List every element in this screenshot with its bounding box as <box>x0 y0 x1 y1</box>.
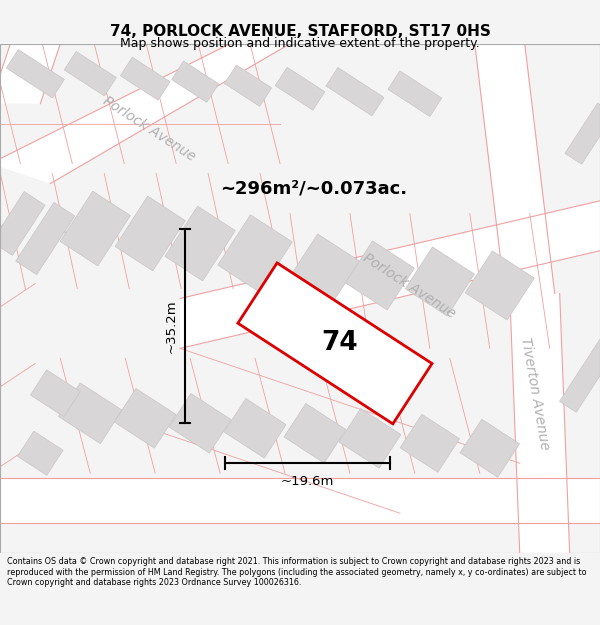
Text: Porlock Avenue: Porlock Avenue <box>100 94 198 164</box>
Polygon shape <box>275 68 325 110</box>
Polygon shape <box>290 234 359 303</box>
Polygon shape <box>165 206 235 281</box>
Polygon shape <box>346 241 415 310</box>
Polygon shape <box>172 61 219 102</box>
Polygon shape <box>58 383 122 444</box>
Polygon shape <box>475 44 554 294</box>
Polygon shape <box>0 44 290 184</box>
Polygon shape <box>224 399 286 458</box>
Polygon shape <box>388 71 442 116</box>
Polygon shape <box>0 192 45 256</box>
Polygon shape <box>560 334 600 412</box>
Polygon shape <box>115 196 185 271</box>
Polygon shape <box>510 294 569 553</box>
Polygon shape <box>224 65 272 106</box>
Text: Porlock Avenue: Porlock Avenue <box>360 251 457 321</box>
Polygon shape <box>565 103 600 164</box>
Polygon shape <box>400 414 460 472</box>
Polygon shape <box>31 370 80 417</box>
Polygon shape <box>169 394 231 453</box>
Polygon shape <box>465 251 534 320</box>
Polygon shape <box>326 68 384 116</box>
Polygon shape <box>218 215 292 292</box>
Polygon shape <box>7 49 64 98</box>
Polygon shape <box>60 191 130 266</box>
Text: Map shows position and indicative extent of the property.: Map shows position and indicative extent… <box>120 38 480 51</box>
Polygon shape <box>339 409 401 468</box>
Polygon shape <box>238 263 432 424</box>
Polygon shape <box>180 199 600 348</box>
Polygon shape <box>405 247 475 316</box>
Polygon shape <box>284 404 346 463</box>
Text: ~296m²/~0.073ac.: ~296m²/~0.073ac. <box>220 179 407 198</box>
Polygon shape <box>0 478 600 523</box>
Text: Contains OS data © Crown copyright and database right 2021. This information is : Contains OS data © Crown copyright and d… <box>7 558 587 588</box>
Polygon shape <box>17 431 63 476</box>
Text: ~19.6m: ~19.6m <box>281 475 334 488</box>
Polygon shape <box>114 389 176 448</box>
Polygon shape <box>16 202 75 274</box>
Text: Tiverton Avenue: Tiverton Avenue <box>518 336 551 451</box>
Polygon shape <box>460 419 520 478</box>
Polygon shape <box>121 58 170 100</box>
Polygon shape <box>64 51 116 96</box>
Text: 74: 74 <box>322 331 358 356</box>
Text: ~35.2m: ~35.2m <box>164 299 178 352</box>
Polygon shape <box>0 44 60 104</box>
Text: 74, PORLOCK AVENUE, STAFFORD, ST17 0HS: 74, PORLOCK AVENUE, STAFFORD, ST17 0HS <box>110 24 490 39</box>
